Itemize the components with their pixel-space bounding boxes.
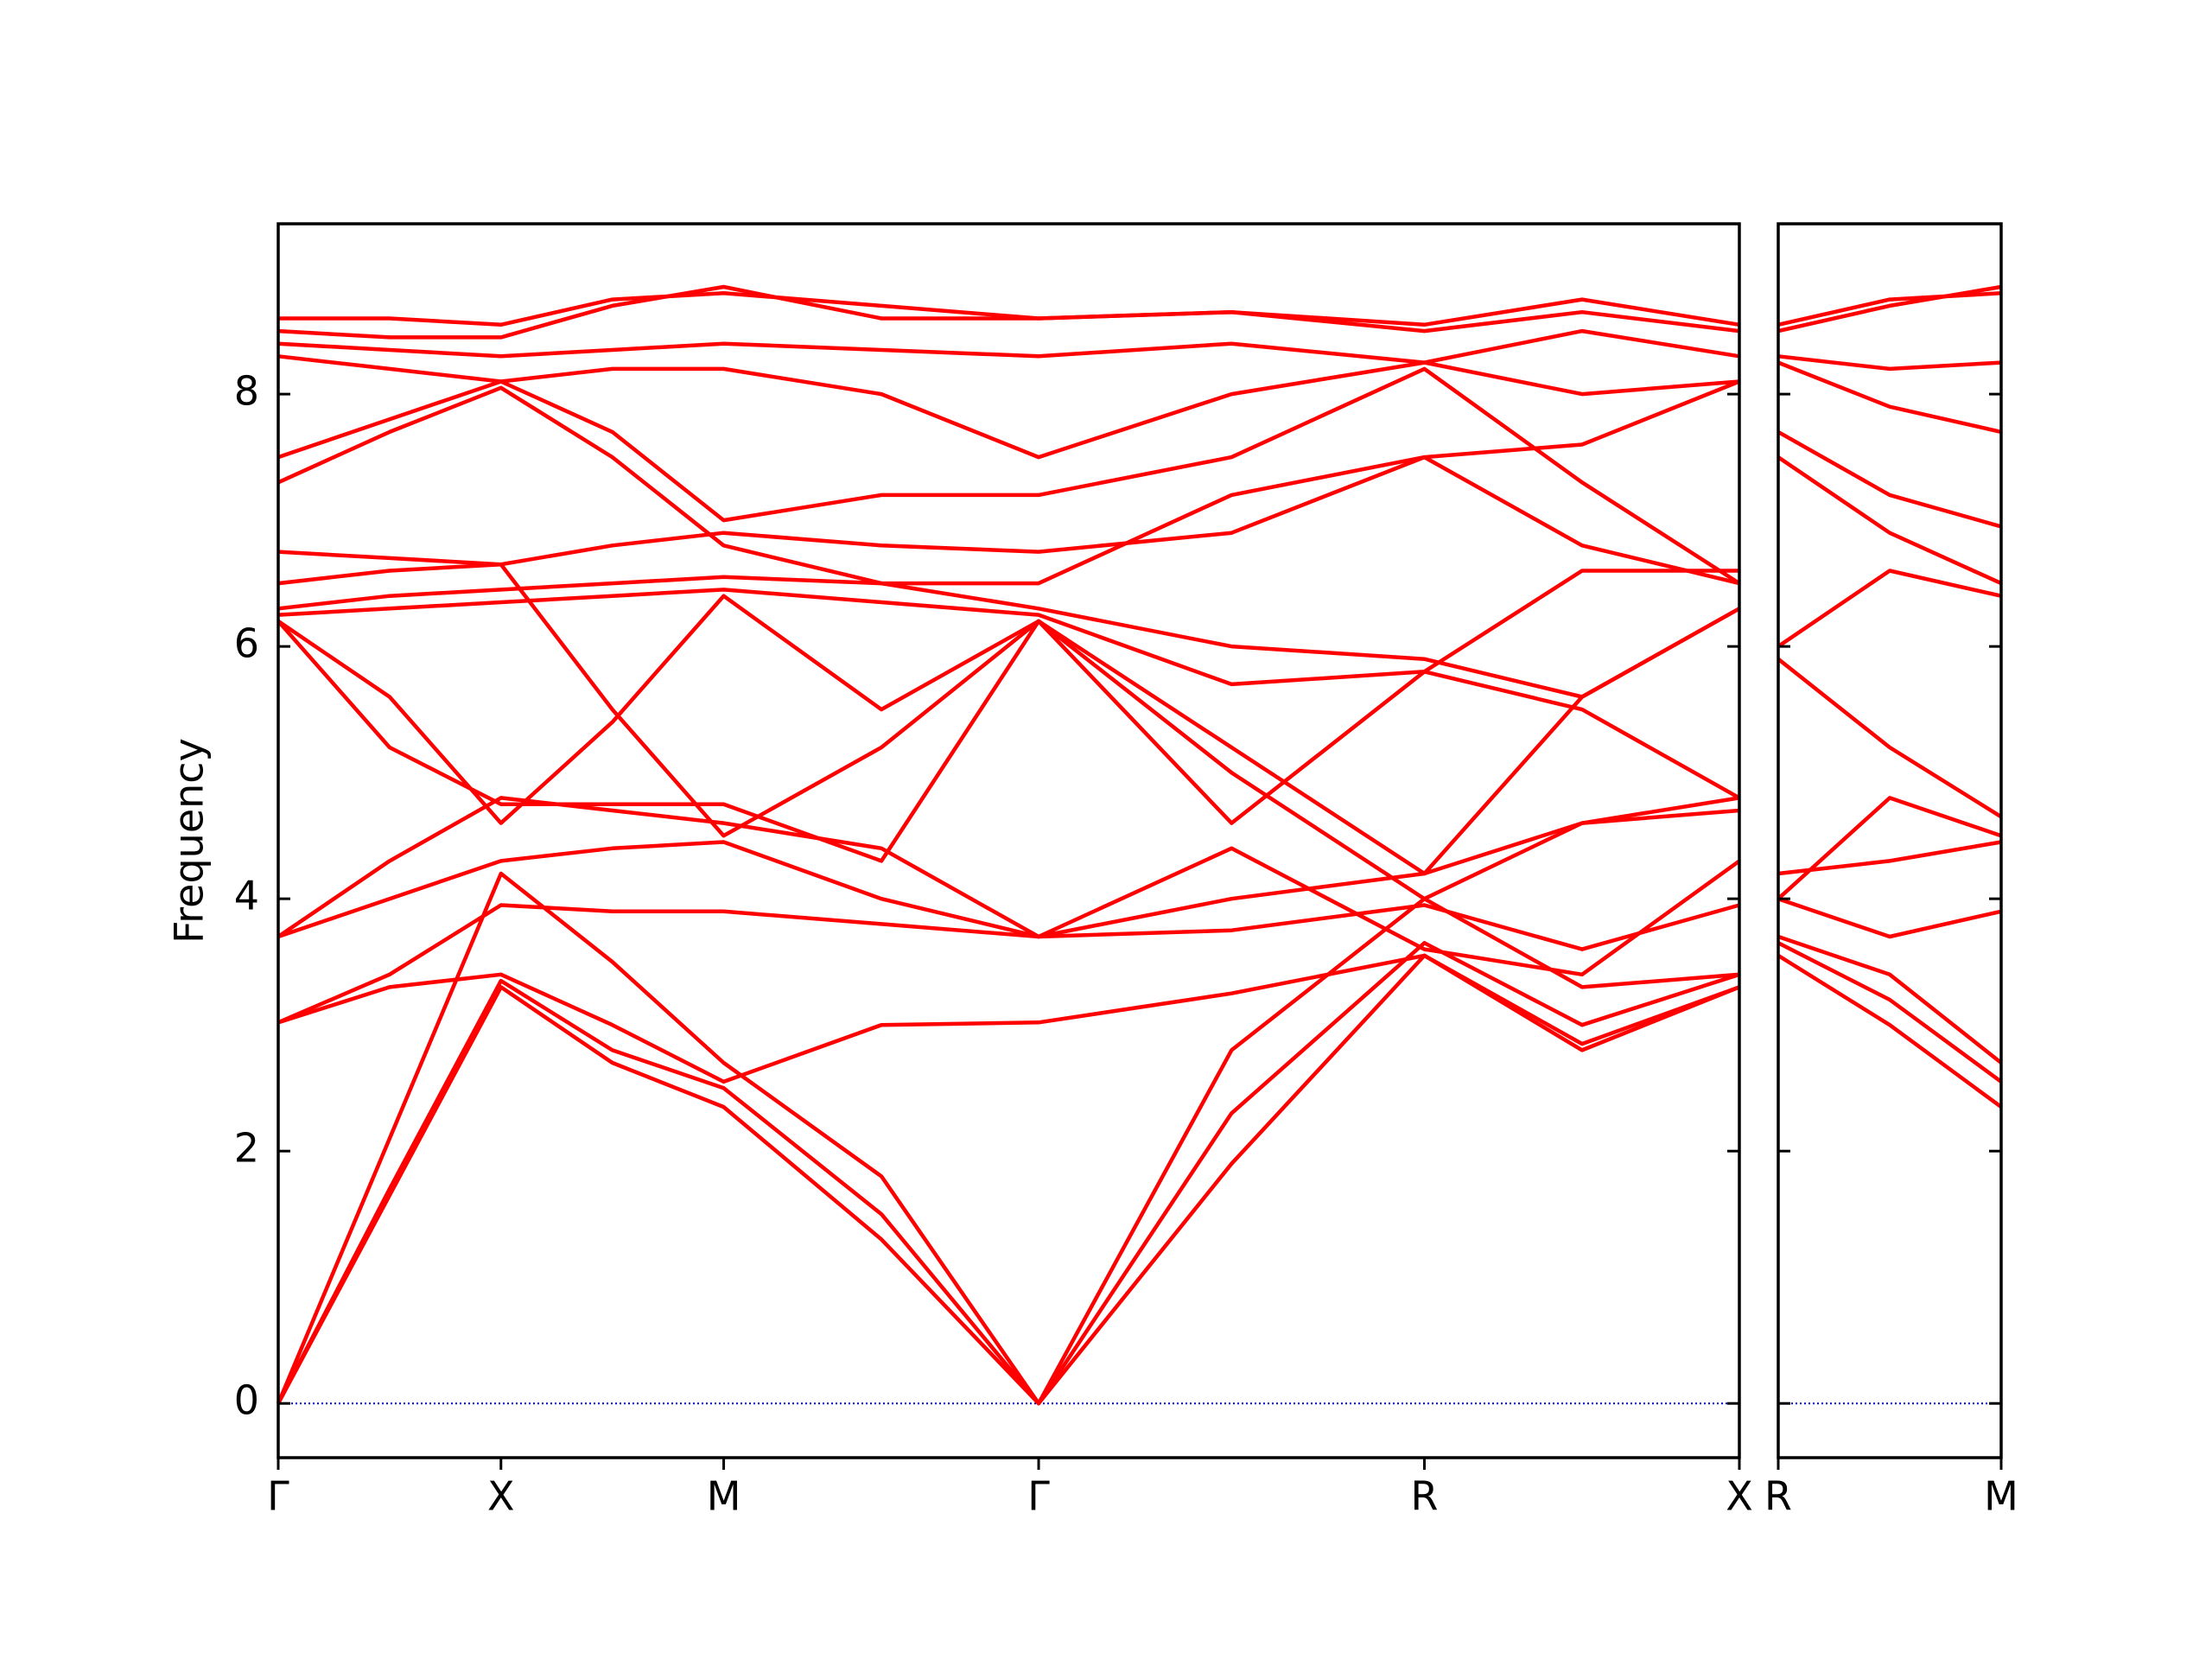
band-line xyxy=(1777,941,2003,1084)
x-tick-label: M xyxy=(1984,1473,2018,1520)
band-line xyxy=(277,953,1740,1084)
plot-frame xyxy=(276,222,1741,1459)
band-line xyxy=(276,941,1740,1406)
band-line xyxy=(1777,953,2003,1109)
band-line xyxy=(276,796,1740,939)
band-line xyxy=(277,562,1739,838)
band-line xyxy=(1777,360,2002,435)
band-line xyxy=(277,379,1740,586)
band-line xyxy=(1777,897,2002,939)
x-tick-label: R xyxy=(1764,1473,1792,1520)
x-tick-label: R xyxy=(1411,1473,1439,1520)
band-line xyxy=(277,840,1741,977)
band-line xyxy=(277,454,1740,586)
y-tick-label: 4 xyxy=(234,873,259,919)
band-line xyxy=(277,354,1740,460)
x-tick-label: X xyxy=(1726,1473,1753,1520)
band-line xyxy=(1777,284,2002,334)
band-line xyxy=(278,291,1740,334)
band-line xyxy=(276,871,1740,1406)
y-tick-label: 2 xyxy=(234,1125,259,1172)
x-tick-label: Γ xyxy=(1027,1473,1050,1520)
band-line xyxy=(1777,840,2002,876)
y-tick-label: 8 xyxy=(234,368,259,415)
band-line xyxy=(277,328,1740,365)
band-line xyxy=(1777,796,2002,900)
plot-frame xyxy=(1777,222,2003,1459)
band-line xyxy=(1777,934,2003,1065)
band-line xyxy=(1777,657,2003,819)
y-axis-label: Frequency xyxy=(166,738,213,944)
x-tick-label: M xyxy=(707,1473,741,1520)
y-tick-label: 0 xyxy=(234,1377,259,1424)
band-line xyxy=(277,588,1741,800)
band-line xyxy=(277,366,1741,585)
x-tick-label: Γ xyxy=(267,1473,289,1520)
y-tick-label: 6 xyxy=(234,620,259,667)
band-line xyxy=(1777,429,2002,529)
band-line xyxy=(1777,455,2002,586)
band-line xyxy=(276,619,1740,901)
band-line xyxy=(277,284,1740,340)
x-tick-label: X xyxy=(487,1473,515,1520)
band-line xyxy=(276,594,1741,876)
band-line xyxy=(1777,354,2002,372)
band-line xyxy=(1777,291,2002,327)
band-line xyxy=(277,903,1740,1025)
band-line xyxy=(1777,569,2002,648)
